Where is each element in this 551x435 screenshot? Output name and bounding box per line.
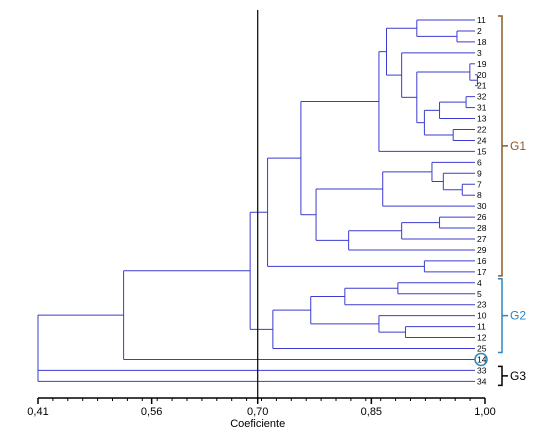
- leaf-label-13: 13: [477, 114, 487, 124]
- leaf-label-6: 6: [477, 157, 482, 167]
- leaf-label-14: 14: [477, 354, 487, 364]
- leaf-label-2: 2: [477, 26, 482, 36]
- leaf-label-30: 30: [477, 201, 487, 211]
- leaf-label-27: 27: [477, 234, 487, 244]
- dendrogram-branches: [37, 19, 478, 382]
- leaf-label-29: 29: [477, 245, 487, 255]
- x-tick-label-3: 0,85: [361, 406, 382, 418]
- group-bracket-G2: [498, 278, 508, 354]
- leaf-label-3: 3: [477, 48, 482, 58]
- leaf-label-19: 19: [477, 59, 487, 69]
- leaf-label-5: 5: [477, 289, 482, 299]
- x-axis-ticks: 0,41 0,56 0,70 0,85 1,00: [27, 398, 496, 418]
- leaf-label-11: 11: [477, 322, 486, 332]
- x-axis: 0,41 0,56 0,70 0,85 1,00 Coeficiente: [27, 397, 496, 430]
- leaf-label-15: 15: [477, 146, 487, 156]
- leaf-labels: 1121831920213231132224156978302628272916…: [474, 15, 488, 386]
- group-bracket-G1: [498, 15, 508, 277]
- leaf-label-22: 22: [477, 125, 487, 135]
- leaf-label-16: 16: [477, 256, 487, 266]
- x-tick-label-1: 0,56: [141, 406, 162, 418]
- x-tick-label-4: 1,00: [474, 406, 495, 418]
- leaf-label-33: 33: [477, 365, 487, 375]
- group-label-G2: G2: [510, 309, 526, 323]
- group-brackets: G1 G2 G3: [498, 15, 526, 387]
- leaf-label-18: 18: [477, 37, 487, 47]
- leaf-label-31: 31: [477, 103, 487, 113]
- leaf-label-9: 9: [477, 168, 482, 178]
- leaf-label-21: 21: [477, 81, 487, 91]
- leaf-label-20: 20: [477, 70, 487, 80]
- highlight-circle: [474, 352, 488, 367]
- leaf-label-26: 26: [477, 212, 487, 222]
- leaf-label-12: 12: [477, 333, 487, 343]
- leaf-label-24: 24: [477, 135, 487, 145]
- leaf-label-17: 17: [477, 267, 487, 277]
- leaf-label-25: 25: [477, 344, 487, 354]
- leaf-label-32: 32: [477, 92, 487, 102]
- group-bracket-G3: [498, 365, 508, 387]
- x-tick-label-2: 0,70: [247, 406, 268, 418]
- leaf-label-7: 7: [477, 179, 482, 189]
- x-tick-label-0: 0,41: [27, 406, 48, 418]
- leaf-label-8: 8: [477, 190, 482, 200]
- leaf-label-10: 10: [477, 311, 487, 321]
- leaf-label-11: 11: [477, 15, 486, 25]
- group-label-G3: G3: [510, 369, 526, 383]
- group-label-G1: G1: [510, 139, 526, 153]
- leaf-label-23: 23: [477, 300, 487, 310]
- leaf-label-4: 4: [477, 278, 482, 288]
- x-axis-title: Coeficiente: [230, 418, 285, 430]
- leaf-label-34: 34: [477, 376, 487, 386]
- leaf-label-28: 28: [477, 223, 487, 233]
